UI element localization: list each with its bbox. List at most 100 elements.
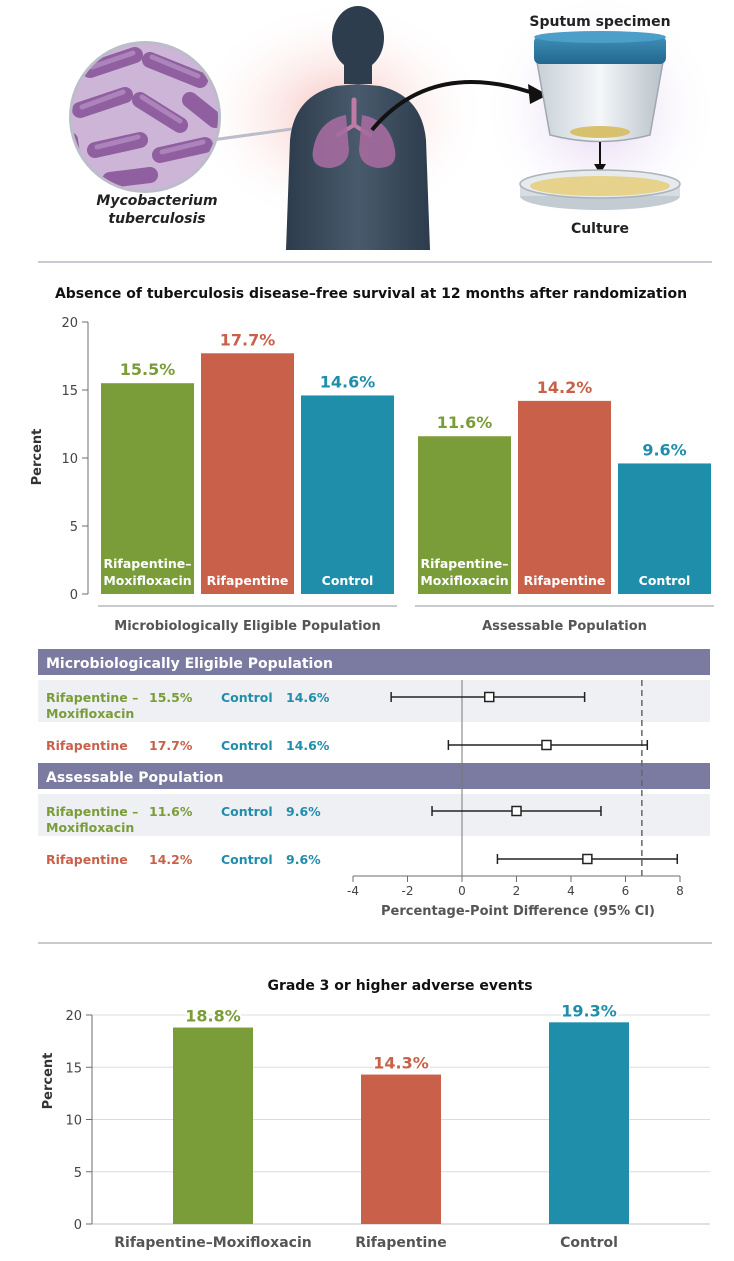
forest-x-tick-label: 4 bbox=[567, 884, 575, 898]
chart1-value-label: 14.2% bbox=[537, 378, 593, 397]
chart1-bars: 15.5% Rifapentine– Moxifloxacin 17.7% Rifape… bbox=[101, 330, 711, 594]
chart1-y-tick-label: 5 bbox=[70, 520, 78, 535]
forest-section-header bbox=[38, 763, 710, 789]
chart1-bar bbox=[101, 383, 194, 594]
chart3-value-label: 14.3% bbox=[373, 1054, 429, 1073]
chart1-y-tick-label: 15 bbox=[61, 384, 78, 399]
human-silhouette-icon bbox=[286, 6, 430, 250]
forest-row-band bbox=[38, 794, 710, 836]
chart1-y-tick-label: 20 bbox=[61, 316, 78, 331]
chart1-y-tick-label: 10 bbox=[61, 452, 78, 467]
illustration: Sputum specimen Culture Mycobacterium tu… bbox=[69, 0, 720, 250]
forest-plot: Microbiologically Eligible Population Rif… bbox=[38, 649, 710, 919]
chart3-category-label: Rifapentine–Moxifloxacin bbox=[114, 1235, 311, 1251]
chart1-bar bbox=[518, 400, 611, 594]
forest-arm-label: Moxifloxacin bbox=[46, 706, 134, 721]
forest-estimate-marker bbox=[582, 853, 593, 865]
forest-arm-value: 15.5% bbox=[149, 690, 193, 705]
chart1-bar bbox=[618, 463, 711, 594]
forest-x-tick-label: 8 bbox=[676, 884, 684, 898]
forest-estimate-marker bbox=[511, 805, 522, 817]
chart3-value-label: 18.8% bbox=[185, 1007, 241, 1026]
forest-x-tick-label: 0 bbox=[458, 884, 466, 898]
chart3-bar bbox=[173, 1027, 253, 1224]
forest-arm-label: Rifapentine bbox=[46, 852, 128, 867]
chart1-group-label: Microbiologically Eligible Population bbox=[114, 619, 380, 634]
chart3-value-label: 19.3% bbox=[561, 1001, 617, 1020]
forest-control-value: 9.6% bbox=[286, 804, 321, 819]
forest-arm-value: 11.6% bbox=[149, 804, 193, 819]
chart1-value-label: 17.7% bbox=[220, 330, 276, 349]
chart3-y-tick-label: 0 bbox=[74, 1218, 82, 1233]
forest-x-axis: -4 -2 0 2 4 6 8 bbox=[347, 875, 684, 898]
chart3-category-label: Control bbox=[560, 1235, 618, 1251]
chart1-bar bbox=[301, 395, 394, 594]
chart3-y-tick-label: 5 bbox=[74, 1166, 82, 1181]
chart1-bar-label: Rifapentine bbox=[524, 573, 606, 588]
bacteria-magnifier-icon bbox=[69, 41, 221, 193]
culture-label: Culture bbox=[571, 221, 629, 237]
chart1-bar bbox=[201, 353, 294, 594]
forest-control-label: Control bbox=[221, 690, 273, 705]
forest-control-value: 9.6% bbox=[286, 852, 321, 867]
bacterium-label-line2: tuberculosis bbox=[108, 211, 205, 227]
chart3-y-tick-label: 15 bbox=[65, 1061, 82, 1076]
chart1-value-label: 15.5% bbox=[120, 360, 176, 379]
chart1-bar-label: Rifapentine bbox=[207, 573, 289, 588]
forest-control-label: Control bbox=[221, 852, 273, 867]
curved-arrow-icon bbox=[370, 80, 531, 132]
down-arrow-head-icon bbox=[594, 164, 606, 174]
forest-arm-label: Moxifloxacin bbox=[46, 820, 134, 835]
survival-bar-chart: Absence of tuberculosis disease–free sur… bbox=[30, 286, 714, 634]
forest-section-header bbox=[38, 649, 710, 675]
forest-arm-value: 17.7% bbox=[149, 738, 193, 753]
forest-arm-value: 14.2% bbox=[149, 852, 193, 867]
forest-row-band bbox=[38, 680, 710, 722]
forest-arm-label: Rifapentine – bbox=[46, 804, 138, 819]
forest-estimate-marker bbox=[484, 691, 495, 703]
forest-arm-label: Rifapentine bbox=[46, 738, 128, 753]
forest-x-tick-label: 6 bbox=[622, 884, 630, 898]
curved-arrow-head-icon bbox=[528, 84, 548, 104]
chart1-ylabel: Percent bbox=[30, 429, 45, 486]
chart1-bar bbox=[418, 436, 511, 594]
adverse-events-bar-chart: Grade 3 or higher adverse events Percent… bbox=[41, 978, 710, 1251]
chart1-title: Absence of tuberculosis disease–free sur… bbox=[55, 286, 687, 302]
lungs-icon bbox=[312, 97, 396, 168]
forest-arm-label: Rifapentine – bbox=[46, 690, 138, 705]
forest-rows: Microbiologically Eligible Population Rif… bbox=[38, 649, 710, 876]
chart1-group-label: Assessable Population bbox=[482, 619, 647, 634]
chart3-title: Grade 3 or higher adverse events bbox=[267, 978, 532, 994]
forest-x-tick-label: 2 bbox=[513, 884, 521, 898]
chart3-y-tick-label: 20 bbox=[65, 1009, 82, 1024]
forest-section-title: Assessable Population bbox=[46, 770, 224, 786]
forest-control-value: 14.6% bbox=[286, 690, 330, 705]
bacterium-label-line1: Mycobacterium bbox=[96, 193, 217, 209]
chart1-bar-label: Moxifloxacin bbox=[103, 573, 191, 588]
forest-x-tick-label: -4 bbox=[347, 884, 359, 898]
chart1-bar-label: Rifapentine– bbox=[421, 556, 509, 571]
forest-x-tick-label: -2 bbox=[402, 884, 414, 898]
forest-estimate-marker bbox=[541, 739, 552, 751]
chart1-bar-label: Control bbox=[639, 573, 691, 588]
specimen-label: Sputum specimen bbox=[529, 14, 670, 30]
chart1-bar-label: Control bbox=[322, 573, 374, 588]
chart1-value-label: 14.6% bbox=[320, 372, 376, 391]
chart1-bar-label: Moxifloxacin bbox=[420, 573, 508, 588]
forest-control-value: 14.6% bbox=[286, 738, 330, 753]
forest-control-label: Control bbox=[221, 738, 273, 753]
chart3-bar bbox=[549, 1022, 629, 1224]
petri-dish-icon bbox=[519, 169, 681, 210]
chart3-bars: 18.8% Rifapentine–Moxifloxacin 14.3% Rifape… bbox=[114, 999, 629, 1251]
chart1-y-axis: 0 5 10 15 20 bbox=[61, 316, 89, 603]
chart1-value-label: 11.6% bbox=[437, 413, 493, 432]
chart1-value-label: 9.6% bbox=[642, 440, 686, 459]
forest-xlabel: Percentage-Point Difference (95% CI) bbox=[381, 904, 655, 919]
chart1-y-tick-label: 0 bbox=[70, 588, 78, 603]
chart1-bar-label: Rifapentine– bbox=[104, 556, 192, 571]
chart3-bar bbox=[361, 1074, 441, 1224]
forest-section-title: Microbiologically Eligible Population bbox=[46, 656, 333, 672]
chart3-ylabel: Percent bbox=[41, 1053, 56, 1110]
